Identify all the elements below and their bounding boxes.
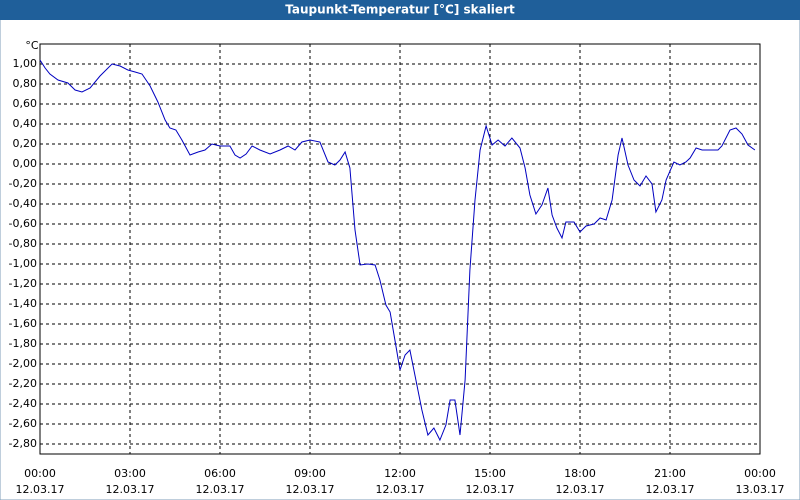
y-tick-label: 0,40 bbox=[13, 117, 38, 130]
x-tick-label: 00:00 bbox=[24, 467, 56, 480]
y-tick-label: 0,60 bbox=[13, 97, 38, 110]
x-tick-label: 12:00 bbox=[384, 467, 416, 480]
y-tick-label: 0,20 bbox=[13, 137, 38, 150]
y-tick-label: -2,00 bbox=[9, 357, 37, 370]
x-tick-date: 12.03.17 bbox=[646, 483, 695, 496]
x-tick-date: 12.03.17 bbox=[286, 483, 335, 496]
x-tick-label: 09:00 bbox=[294, 467, 326, 480]
chart-title: Taupunkt-Temperatur [°C] skaliert bbox=[285, 3, 515, 17]
x-tick-label: 03:00 bbox=[114, 467, 146, 480]
x-tick-label: 06:00 bbox=[204, 467, 236, 480]
y-tick-label: -1,20 bbox=[9, 277, 37, 290]
x-tick-date: 12.03.17 bbox=[556, 483, 605, 496]
x-tick-label: 18:00 bbox=[564, 467, 596, 480]
y-tick-label: 0,80 bbox=[13, 77, 38, 90]
y-tick-label: -2,60 bbox=[9, 417, 37, 430]
x-tick-date: 12.03.17 bbox=[106, 483, 155, 496]
x-tick-date: 12.03.17 bbox=[196, 483, 245, 496]
x-tick-label: 00:00 bbox=[744, 467, 776, 480]
y-axis-label: °C bbox=[25, 39, 39, 52]
x-tick-date: 13.03.17 bbox=[736, 483, 785, 496]
x-tick-label: 15:00 bbox=[474, 467, 506, 480]
y-tick-label: -1,00 bbox=[9, 257, 37, 270]
y-tick-label: -1,80 bbox=[9, 337, 37, 350]
y-tick-label: -2,80 bbox=[9, 437, 37, 450]
x-tick-date: 12.03.17 bbox=[376, 483, 425, 496]
y-tick-label: 1,00 bbox=[13, 57, 38, 70]
plot-frame bbox=[39, 43, 761, 455]
x-tick-date: 12.03.17 bbox=[466, 483, 515, 496]
y-tick-label: -1,60 bbox=[9, 317, 37, 330]
x-tick-label: 21:00 bbox=[654, 467, 686, 480]
y-tick-label: -0,20 bbox=[9, 177, 37, 190]
y-tick-label: -2,40 bbox=[9, 397, 37, 410]
y-tick-label: -1,40 bbox=[9, 297, 37, 310]
data-line bbox=[39, 59, 756, 442]
x-tick-date: 12.03.17 bbox=[16, 483, 65, 496]
y-tick-label: -0,80 bbox=[9, 237, 37, 250]
title-bar bbox=[0, 0, 800, 20]
y-tick-label: -0,60 bbox=[9, 217, 37, 230]
y-tick-label: -0,40 bbox=[9, 197, 37, 210]
y-tick-label: 0,00 bbox=[13, 157, 38, 170]
y-tick-label: -2,20 bbox=[9, 377, 37, 390]
